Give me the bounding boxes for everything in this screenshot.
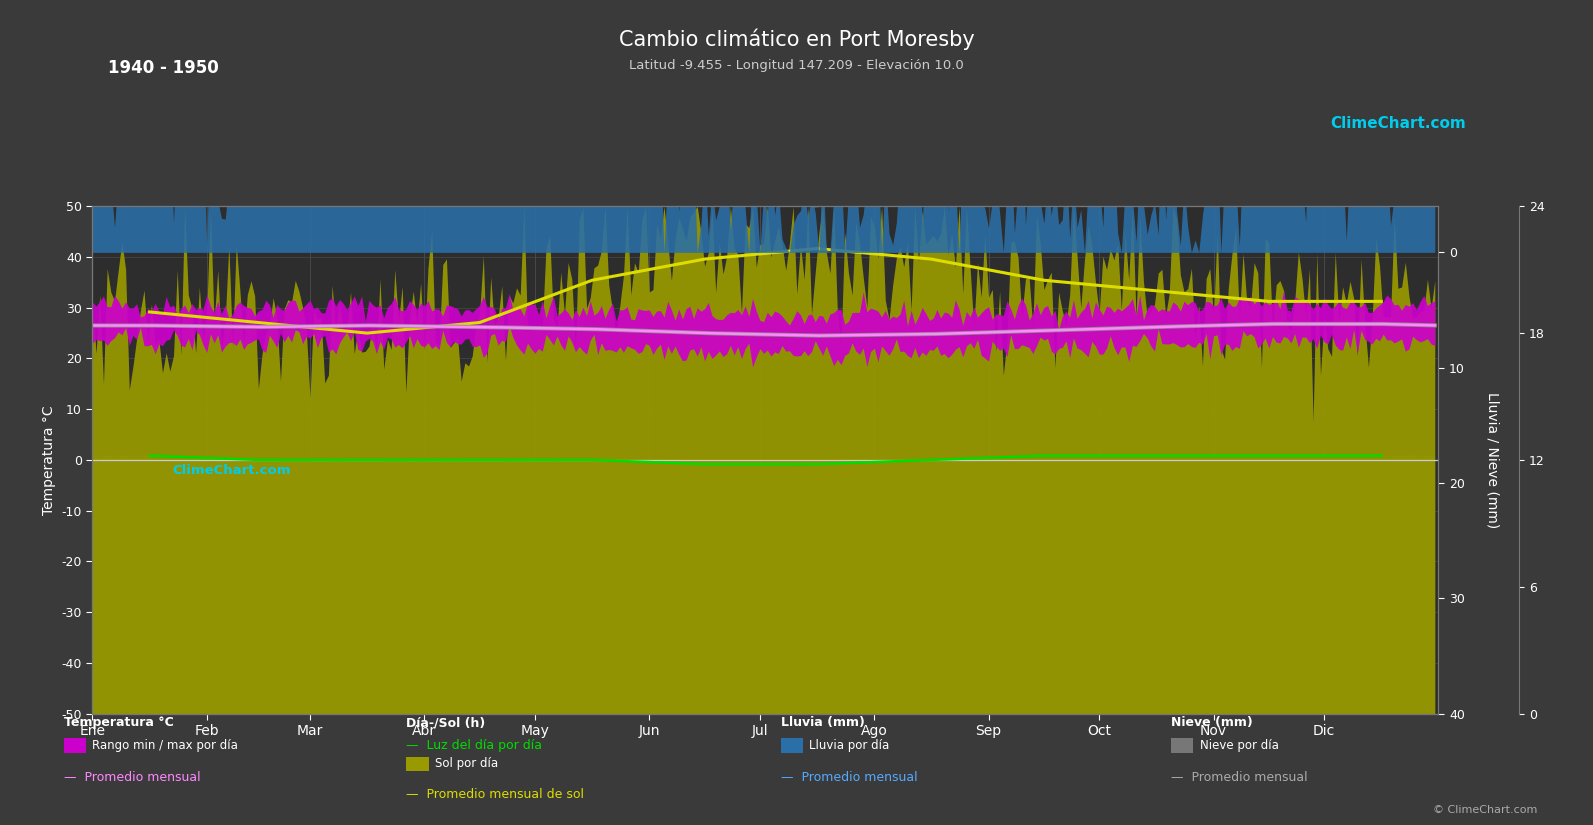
Text: ClimeChart.com: ClimeChart.com — [1330, 116, 1466, 131]
Text: —  Luz del día por día: — Luz del día por día — [406, 739, 542, 752]
Text: Latitud -9.455 - Longitud 147.209 - Elevación 10.0: Latitud -9.455 - Longitud 147.209 - Elev… — [629, 59, 964, 73]
Text: Lluvia (mm): Lluvia (mm) — [781, 716, 865, 729]
Text: Día-/Sol (h): Día-/Sol (h) — [406, 716, 486, 729]
Text: Cambio climático en Port Moresby: Cambio climático en Port Moresby — [618, 29, 975, 50]
Text: Lluvia por día: Lluvia por día — [809, 739, 889, 752]
Text: —  Promedio mensual de sol: — Promedio mensual de sol — [406, 788, 585, 801]
Text: 1940 - 1950: 1940 - 1950 — [108, 59, 220, 78]
Y-axis label: Temperatura °C: Temperatura °C — [41, 405, 56, 515]
Text: —  Promedio mensual: — Promedio mensual — [781, 771, 918, 785]
Text: Nieve (mm): Nieve (mm) — [1171, 716, 1252, 729]
Text: Sol por día: Sol por día — [435, 757, 499, 771]
Text: —  Promedio mensual: — Promedio mensual — [64, 771, 201, 785]
Text: —  Promedio mensual: — Promedio mensual — [1171, 771, 1308, 785]
Text: Temperatura °C: Temperatura °C — [64, 716, 174, 729]
Y-axis label: Lluvia / Nieve (mm): Lluvia / Nieve (mm) — [1486, 392, 1499, 528]
Text: ClimeChart.com: ClimeChart.com — [172, 464, 290, 478]
Text: Nieve por día: Nieve por día — [1200, 739, 1279, 752]
Text: © ClimeChart.com: © ClimeChart.com — [1432, 805, 1537, 815]
Text: Rango min / max por día: Rango min / max por día — [92, 739, 239, 752]
